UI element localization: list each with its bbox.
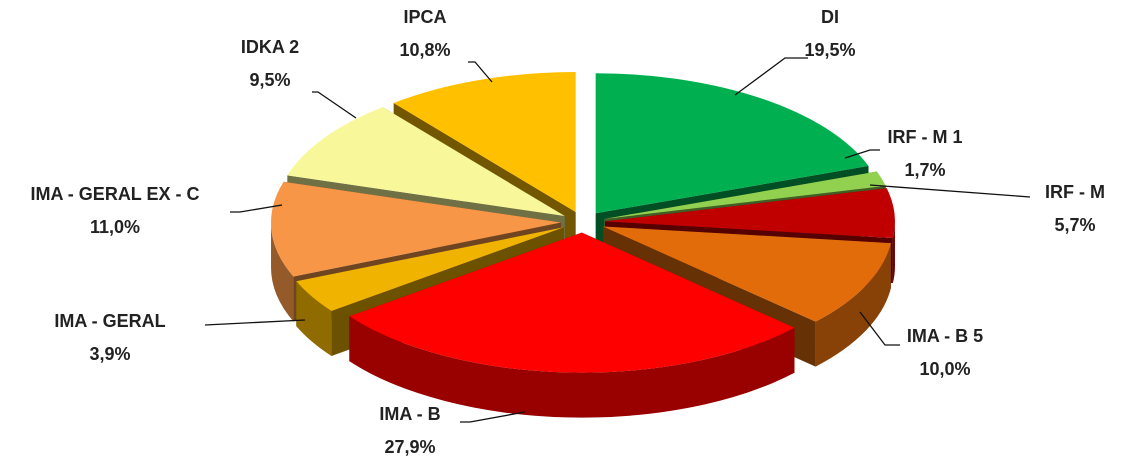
- slice: [349, 232, 795, 373]
- slice-label: IPCA: [403, 7, 446, 27]
- slice-value-label: 10,0%: [919, 359, 970, 379]
- leader-line: [204, 319, 306, 326]
- slice-wall: [815, 243, 891, 367]
- slice-label: IMA - B 5: [907, 326, 983, 346]
- leader-line: [460, 411, 526, 423]
- leader-line: [859, 311, 900, 346]
- slice-label: IMA - B: [379, 404, 440, 424]
- slice: [287, 107, 565, 217]
- slice: [604, 171, 886, 219]
- slice-label: IMA - GERAL: [54, 311, 165, 331]
- leader-line: [468, 61, 493, 83]
- slice: [602, 226, 891, 322]
- slice-value-label: 10,8%: [399, 40, 450, 60]
- slice: [595, 73, 869, 214]
- slice-side: [296, 227, 564, 327]
- slice-label: DI: [821, 7, 839, 27]
- slice-value-label: 19,5%: [804, 40, 855, 60]
- slice: [296, 227, 564, 311]
- slice-value-label: 9,5%: [249, 70, 290, 90]
- slice: [393, 71, 576, 212]
- slice-value-label: 27,9%: [384, 437, 435, 457]
- leader-line: [844, 149, 880, 159]
- slice-label: IMA - GERAL EX - C: [30, 184, 199, 204]
- slice-wall: [892, 221, 895, 284]
- leader-line: [869, 184, 1031, 198]
- slice-group: [349, 232, 795, 418]
- slice-value-label: 3,9%: [89, 344, 130, 364]
- slice-value-label: 11,0%: [90, 217, 140, 237]
- slice-label: IRF - M 1: [888, 127, 963, 147]
- slice: [604, 188, 895, 239]
- slice-label: IDKA 2: [241, 37, 299, 57]
- slice-wall: [296, 281, 332, 356]
- slice-value-label: 1,7%: [904, 160, 945, 180]
- slice-label: IRF - M: [1045, 182, 1105, 202]
- slice-value-label: 5,7%: [1054, 215, 1095, 235]
- leader-line: [734, 57, 808, 96]
- slice-wall: [349, 316, 795, 418]
- leader-line: [312, 91, 357, 119]
- slice: [271, 181, 562, 277]
- slice-wall: [271, 222, 294, 322]
- leader-line: [230, 204, 283, 213]
